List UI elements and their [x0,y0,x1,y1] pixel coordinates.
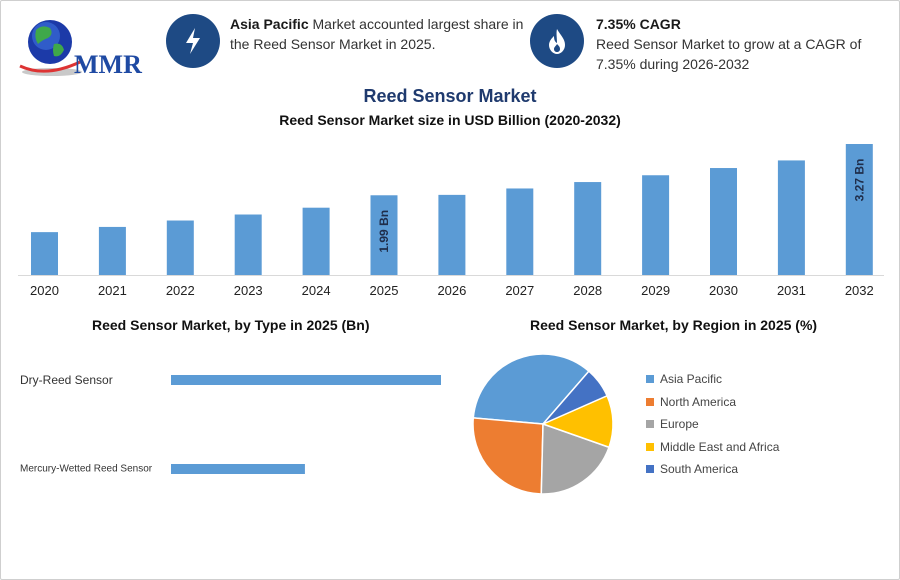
x-tick-2026: 2026 [437,283,466,298]
market-size-bar-chart: 2020 2021 2022 2023 2024 2025 1.99 Bn 2026 2027 2… [18,144,884,298]
x-tick-2028: 2028 [573,283,602,298]
x-tick-2024: 2024 [302,283,331,298]
info-cagr: 7.35% CAGR Reed Sensor Market to grow at… [596,14,866,74]
info-cagr-text: Reed Sensor Market to grow at a CAGR of … [596,36,862,72]
x-tick-2020: 2020 [30,283,59,298]
mmr-logo: MMR [16,14,146,79]
x-tick-2032: 2032 [845,283,874,298]
pie-slice-south-america [542,370,609,425]
type-bar-mercury-wetted-reed-sensor [171,464,305,474]
pie-slice-north-america [472,417,544,495]
x-tick-2029: 2029 [641,283,670,298]
bar-2031 [777,160,805,275]
bar-2023 [234,214,262,275]
legend-label-north-america: North America [660,394,737,409]
info-asia-pacific: Asia Pacific Market accounted largest sh… [230,14,530,54]
legend-label-middle-east-and-africa: Middle East and Africa [660,439,780,454]
data-label-2025: 1.99 Bn [377,210,391,253]
bar-2024 [302,207,330,275]
region-chart-title: Reed Sensor Market, by Region in 2025 (%… [530,317,818,333]
legend-label-south-america: South America [660,462,739,476]
x-tick-2027: 2027 [505,283,534,298]
bar-2029 [642,175,670,275]
region-pie-chart [472,353,614,495]
legend-swatch-south-america [646,465,654,473]
x-tick-2021: 2021 [98,283,127,298]
type-chart-title: Reed Sensor Market, by Type in 2025 (Bn) [92,317,370,333]
x-tick-2025: 2025 [370,283,399,298]
bar-2025 [370,195,398,275]
chart-title: Reed Sensor Market [363,86,537,106]
x-tick-2030: 2030 [709,283,738,298]
bar-2022 [166,220,194,275]
legend-swatch-asia-pacific [646,375,654,383]
bar-2021 [98,226,126,275]
legend-swatch-middle-east-and-africa [646,442,654,451]
info-asia-pacific-bold: Asia Pacific [230,16,309,32]
pie-slice-asia-pacific [472,353,590,425]
bar-2020 [31,232,58,275]
x-tick-2023: 2023 [234,283,263,298]
type-bar-chart: Dry-Reed Sensor Mercury-Wetted Reed Senso… [20,373,441,475]
lightning-icon [166,14,220,68]
flame-icon [530,14,584,68]
type-label-mercury-wetted-reed-sensor: Mercury-Wetted Reed Sensor [20,464,153,475]
bar-2030 [710,168,737,275]
chart-subtitle: Reed Sensor Market size in USD Billion (… [279,112,621,128]
type-label-dry-reed-sensor: Dry-Reed Sensor [20,373,113,387]
legend-swatch-europe [646,420,654,428]
type-bar-dry-reed-sensor [171,375,441,385]
globe-icon [19,20,82,76]
bar-2028 [574,182,602,275]
logo-text: MMR [74,50,142,79]
bar-2026 [438,194,466,275]
data-label-2032: 3.27 Bn [852,159,866,202]
legend-label-europe: Europe [660,417,699,431]
legend-label-asia-pacific: Asia Pacific [660,372,723,386]
bar-2032 [845,144,873,275]
legend-swatch-north-america [646,397,654,406]
x-tick-2031: 2031 [777,283,806,298]
x-tick-2022: 2022 [166,283,195,298]
bar-2027 [506,188,534,275]
info-cagr-bold: 7.35% CAGR [596,16,681,32]
info-asia-pacific-text: Market accounted largest share in the Re… [230,16,524,52]
